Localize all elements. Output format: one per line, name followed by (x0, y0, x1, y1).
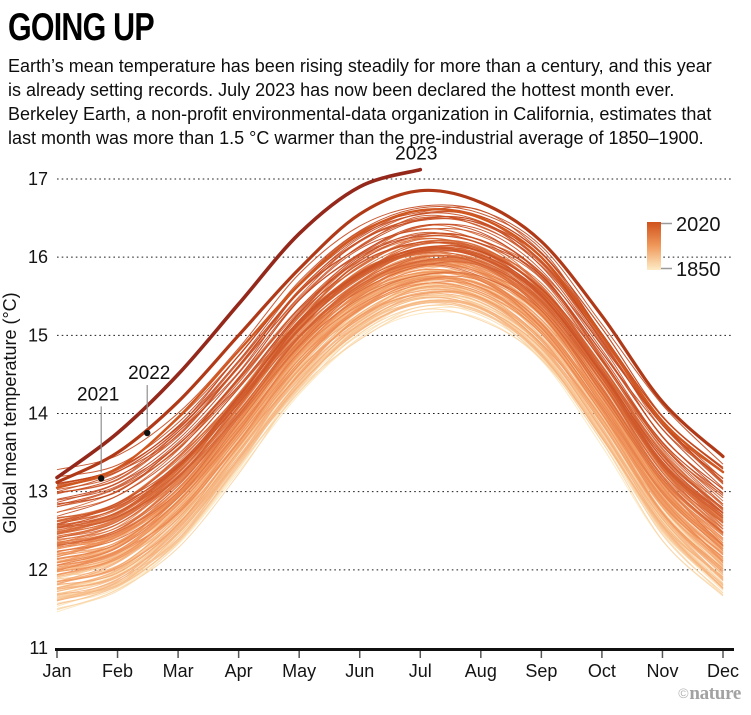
intro-line-2: is already setting records. July 2023 ha… (8, 80, 675, 100)
svg-text:May: May (282, 661, 316, 681)
svg-text:Apr: Apr (225, 661, 253, 681)
year-lines (56, 204, 724, 613)
svg-text:Dec: Dec (707, 661, 739, 681)
svg-text:Jan: Jan (42, 661, 71, 681)
svg-text:17: 17 (28, 169, 48, 189)
svg-text:14: 14 (28, 404, 48, 424)
x-axis: Jan Feb Mar Apr May Jun Jul Aug Sep Oct Nov Dec (42, 648, 739, 681)
y-axis-labels: 17 16 15 14 13 12 11 (28, 169, 48, 658)
credit: ©nature (678, 683, 741, 705)
chart-canvas: Jan Feb Mar Apr May Jun Jul Aug Sep Oct Nov Dec 171… (0, 144, 739, 681)
svg-text:Feb: Feb (102, 661, 133, 681)
annotations: 2023 2022 2021 (77, 144, 437, 482)
page-title: GOING UP (8, 6, 155, 49)
svg-text:Jun: Jun (345, 661, 374, 681)
credit-text: nature (689, 683, 741, 704)
temperature-chart: Jan Feb Mar Apr May Jun Jul Aug Sep Oct Nov Dec 17 1… (0, 140, 751, 700)
svg-text:Aug: Aug (465, 661, 497, 681)
header: GOING UP Earth’s mean temperature has be… (0, 0, 751, 150)
legend: 2020 1850 (647, 214, 721, 281)
svg-text:13: 13 (28, 482, 48, 502)
intro-line-3: Berkeley Earth, a non-profit environment… (8, 104, 712, 124)
svg-text:2022: 2022 (128, 363, 170, 384)
svg-text:Sep: Sep (525, 661, 557, 681)
svg-text:2021: 2021 (77, 384, 119, 405)
svg-text:11: 11 (29, 638, 48, 658)
intro-line-4: last month was more than 1.5 °C warmer t… (8, 128, 704, 148)
highlight-lines (55, 167, 725, 489)
svg-text:Jul: Jul (409, 661, 432, 681)
svg-text:16: 16 (28, 247, 48, 267)
intro-line-1: Earth’s mean temperature has been rising… (8, 56, 712, 76)
intro-text: Earth’s mean temperature has been rising… (8, 54, 751, 150)
svg-text:Nov: Nov (646, 661, 678, 681)
y-axis-title: Global mean temperature (°C) (0, 292, 20, 533)
svg-text:2023: 2023 (395, 144, 437, 165)
svg-text:15: 15 (28, 325, 48, 345)
copyright-icon: © (678, 685, 689, 701)
legend-colorbar (647, 222, 661, 270)
svg-text:Mar: Mar (163, 661, 194, 681)
svg-text:Oct: Oct (588, 661, 616, 681)
svg-text:12: 12 (28, 560, 48, 580)
legend-top-label: 2020 (676, 214, 721, 236)
legend-bottom-label: 1850 (676, 259, 721, 281)
